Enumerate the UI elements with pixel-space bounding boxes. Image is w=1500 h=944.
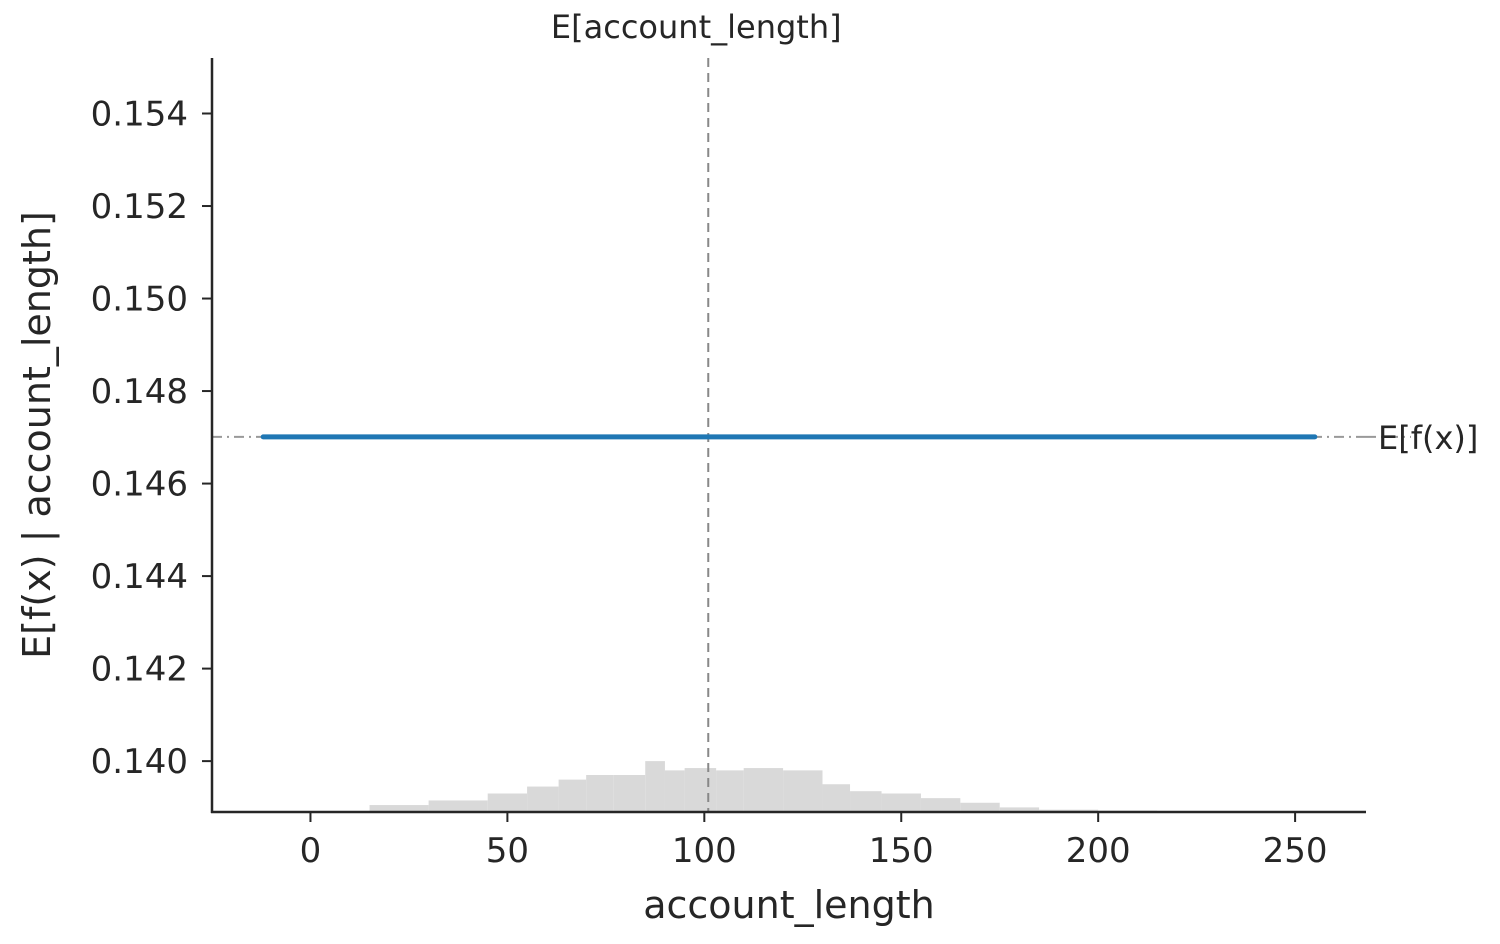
histogram-bar [822,784,851,812]
histogram-bar [783,770,823,812]
histogram-bar [684,768,717,812]
histogram-bar [716,770,744,812]
histogram-bar [613,774,646,812]
mean-prediction-annotation: E[f(x)] [1378,419,1478,457]
histogram-bar [881,793,921,812]
histogram-bar [743,768,784,812]
histogram-bar [664,770,685,812]
x-tick-label: 200 [1066,831,1131,871]
x-axis-label: account_length [643,883,935,927]
histogram [369,761,1158,812]
y-axis-label: E[f(x) | account_length] [15,211,60,659]
histogram-bar [999,807,1040,812]
y-tick-label: 0.148 [91,372,188,412]
histogram-bar [558,779,587,812]
x-tick-label: 100 [672,831,737,871]
y-tick-label: 0.142 [91,650,188,690]
y-tick-label: 0.144 [91,557,188,597]
axes [210,58,1366,814]
x-tick-label: 0 [300,831,322,871]
y-tick-label: 0.140 [91,742,188,782]
x-tick-label: 150 [869,831,934,871]
histogram-bar [369,805,429,812]
labels: account_length E[f(x) | account_length] … [15,8,1478,927]
histogram-bar [850,791,882,812]
histogram-bar [428,800,488,812]
y-tick-label: 0.150 [91,280,188,320]
histogram-bar [960,802,1000,812]
y-tick-label: 0.152 [91,187,188,227]
histogram-bar [586,774,614,812]
x-tick-label: 250 [1263,831,1328,871]
x-tick-label: 50 [486,831,529,871]
ticks: 0 50 100 150 200 250 0.140 0.142 0.144 0.146 0.148… [91,95,1328,871]
y-tick-label: 0.154 [91,95,188,135]
histogram-bar [645,761,665,812]
histogram-bar [920,798,961,812]
histogram-bar [487,793,528,812]
histogram-bar [527,786,559,812]
mean-x-annotation: E[account_length] [551,8,842,46]
y-tick-label: 0.146 [91,465,188,505]
